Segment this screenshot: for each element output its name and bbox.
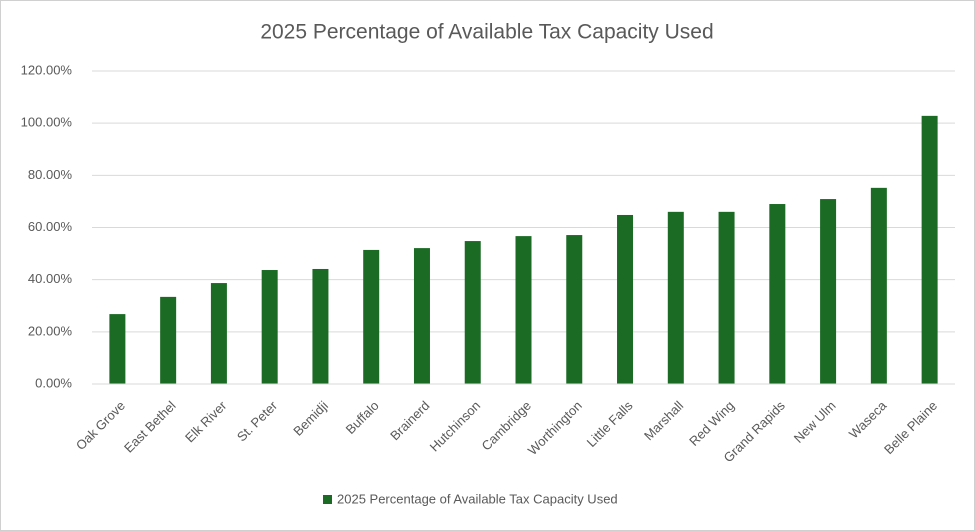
bar [667,211,684,384]
bar [413,248,430,384]
y-tick-label: 80.00% [28,167,73,182]
bar [515,236,532,384]
legend-swatch [323,495,332,504]
bar [870,187,887,384]
bar [464,241,481,384]
chart-title: 2025 Percentage of Available Tax Capacit… [260,21,713,44]
y-tick-label: 0.00% [35,375,72,390]
bar [210,283,227,384]
y-tick-label: 100.00% [21,115,73,130]
y-tick-label: 40.00% [28,271,73,286]
bar [109,314,126,384]
bar [718,211,735,384]
bar [363,249,380,384]
y-tick-label: 20.00% [28,323,73,338]
bar [820,199,837,384]
y-tick-label: 120.00% [21,62,73,77]
bar [160,296,177,384]
bar [921,115,938,384]
legend-label: 2025 Percentage of Available Tax Capacit… [337,491,618,506]
bar [261,270,278,384]
bar [566,235,583,384]
y-tick-label: 60.00% [28,219,73,234]
bar [312,268,329,384]
bar [769,204,786,384]
bar [617,214,634,384]
